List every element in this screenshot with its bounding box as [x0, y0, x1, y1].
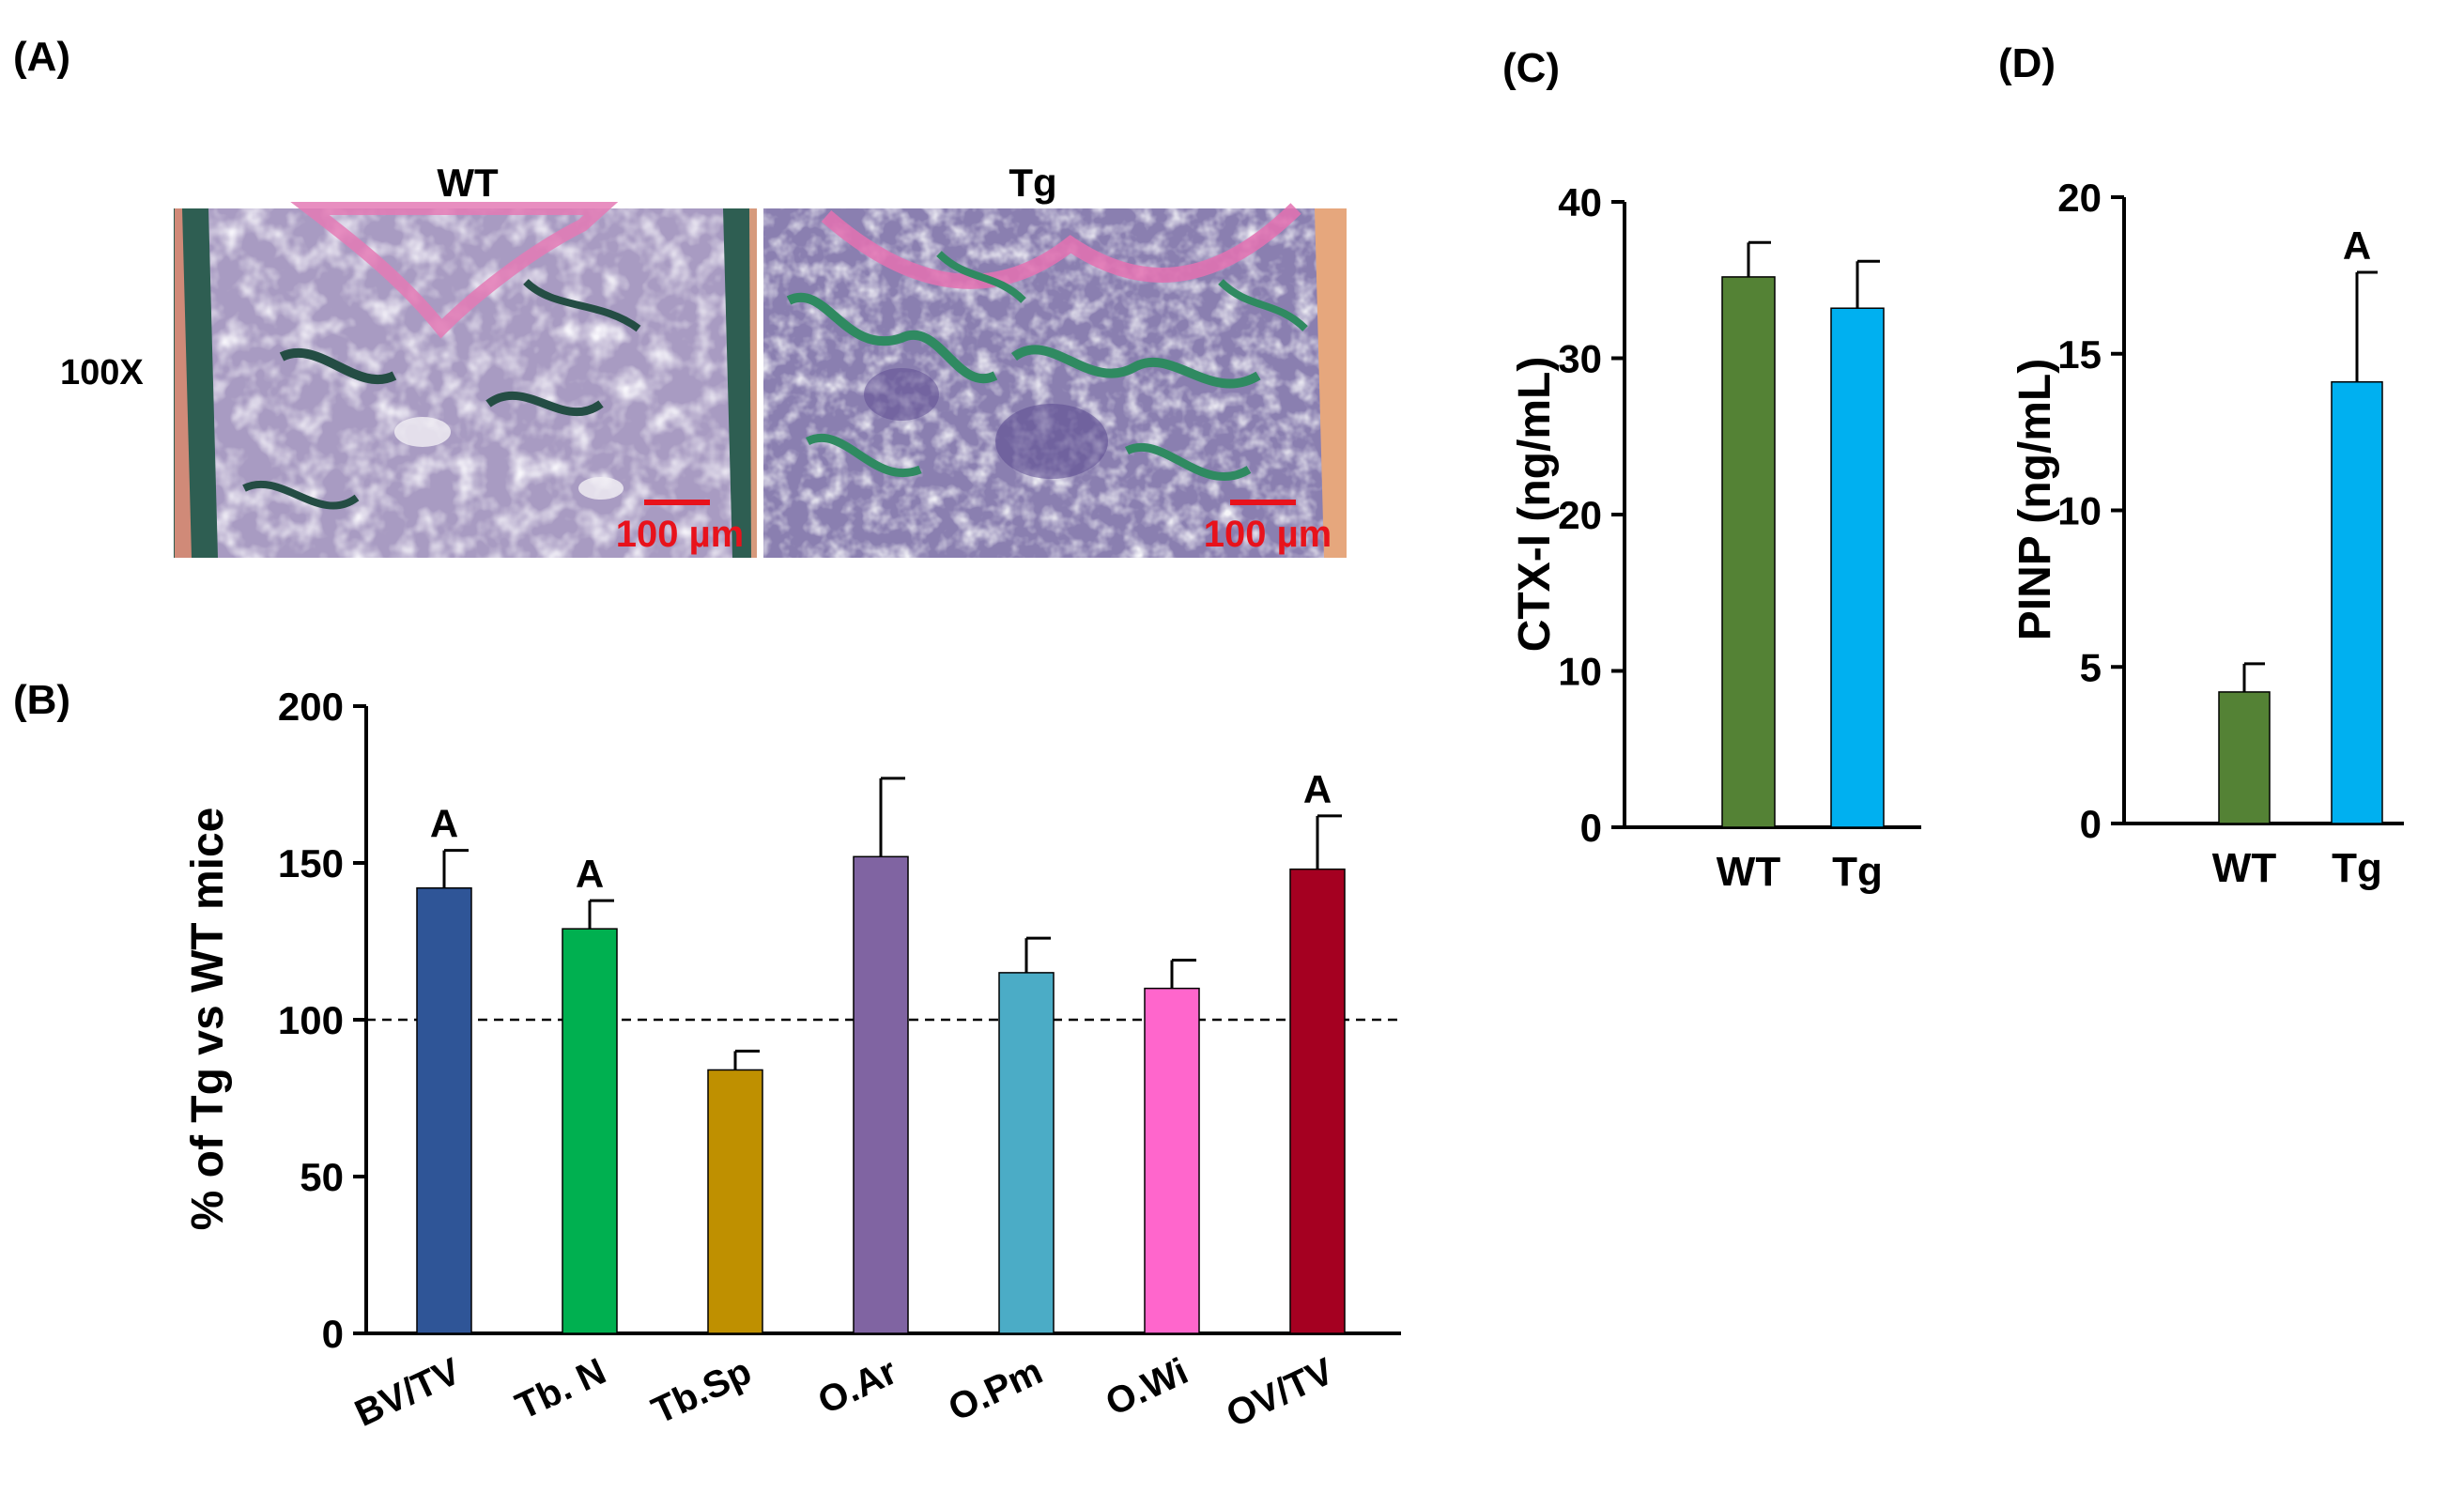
y-tick-label: 0: [322, 1312, 344, 1356]
bar: [707, 1069, 763, 1334]
panel-label-c: (C): [1502, 45, 1560, 91]
x-tick-label: O.Pm: [943, 1350, 1049, 1429]
x-tick-label: BV/TV: [348, 1350, 467, 1435]
x-tick-label: WT: [2212, 845, 2277, 891]
scale-bar-label-wt: 100 µm: [616, 514, 744, 555]
bar: [853, 855, 909, 1334]
y-tick-label: 150: [278, 841, 344, 885]
y-tick-label: 40: [1558, 180, 1602, 224]
bar: [2331, 381, 2383, 824]
x-tick-label: Tg: [2332, 845, 2382, 891]
significance-label: A: [2343, 223, 2371, 268]
panel-label-a: (A): [13, 34, 70, 80]
bar: [2218, 691, 2271, 824]
chart-c-ylabel: CTX-I (ng/mL): [1510, 357, 1560, 653]
significance-label: A: [430, 802, 458, 846]
y-tick-label: 50: [300, 1155, 344, 1199]
y-tick-label: 15: [2057, 332, 2102, 377]
panel-label-b: (B): [13, 677, 70, 723]
panel-label-d: (D): [1998, 40, 2056, 86]
y-tick-label: 20: [2057, 176, 2102, 220]
y-tick-label: 10: [1558, 650, 1602, 694]
bar: [998, 972, 1055, 1334]
y-tick-label: 200: [278, 685, 344, 729]
chart-d-ylabel: PINP (ng/mL): [2010, 359, 2060, 640]
y-tick-label: 10: [2057, 489, 2102, 533]
y-tick-label: 100: [278, 998, 344, 1042]
bar: [416, 886, 472, 1334]
histology-image-wt: [174, 202, 757, 558]
y-tick-label: 5: [2080, 645, 2102, 689]
histology-label-tg: Tg: [1009, 161, 1056, 205]
bar: [1289, 868, 1346, 1334]
bar: [1144, 987, 1200, 1334]
bar: [562, 928, 618, 1334]
x-tick-label: WT: [1717, 849, 1781, 895]
histology-label-wt: WT: [437, 161, 499, 205]
histology-image-tg: [763, 203, 1347, 558]
chart-b: % of Tg vs WT mice 0 50 100 150 200 A BV/TV A Tb…: [183, 685, 1401, 1436]
x-tick-label: Tb. N: [510, 1350, 612, 1427]
x-tick-label: O.Ar: [812, 1350, 903, 1423]
x-tick-label: O.Wi: [1100, 1350, 1194, 1424]
histology-panel: WT Tg 100X: [60, 161, 1347, 558]
y-tick-label: 0: [2080, 802, 2102, 846]
scale-bar-label-tg: 100 µm: [1204, 514, 1332, 555]
chart-c: CTX-I (ng/mL) 0 10 20 30 40 WT Tg: [1510, 180, 1921, 895]
magnification-label: 100X: [60, 353, 144, 392]
y-tick-label: 0: [1580, 806, 1602, 850]
significance-label: A: [1303, 767, 1332, 811]
y-tick-label: 30: [1558, 337, 1602, 381]
x-tick-label: Tb.Sp: [646, 1350, 758, 1432]
bar: [1721, 276, 1776, 828]
x-tick-label: OV/TV: [1220, 1350, 1340, 1436]
chart-b-ylabel: % of Tg vs WT mice: [183, 808, 233, 1231]
bar: [1830, 307, 1885, 828]
chart-d: PINP (ng/mL) 0 5 10 15 20 WT A Tg: [2010, 176, 2404, 891]
y-tick-label: 20: [1558, 493, 1602, 537]
significance-label: A: [576, 852, 604, 896]
x-tick-label: Tg: [1832, 849, 1883, 895]
